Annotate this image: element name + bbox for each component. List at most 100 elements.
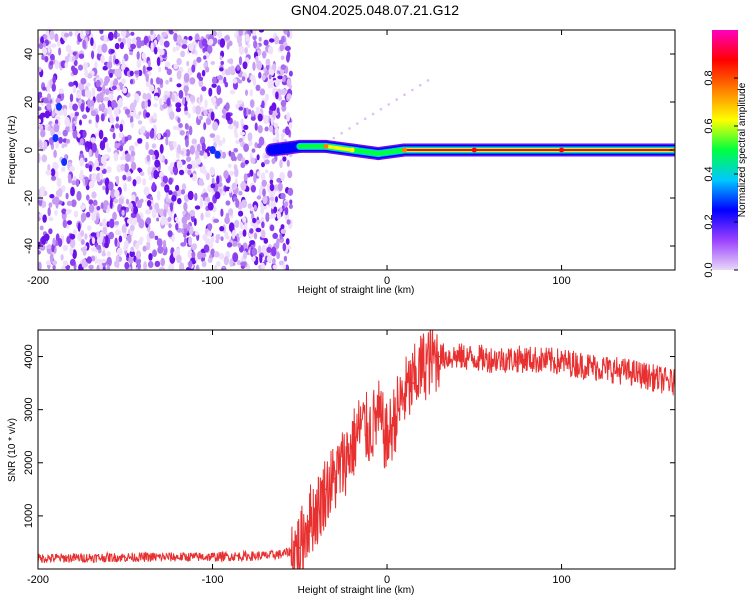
noise-speckle — [119, 84, 123, 91]
noise-speckle — [96, 205, 101, 211]
noise-speckle — [130, 224, 135, 232]
noise-speckle — [105, 234, 109, 245]
noise-speckle — [269, 224, 275, 232]
noise-speckle — [169, 111, 175, 120]
noise-speckle — [225, 112, 231, 121]
noise-speckle — [116, 68, 122, 78]
noise-speckle — [183, 222, 188, 229]
noise-speckle — [128, 202, 133, 210]
noise-speckle — [80, 204, 86, 210]
noise-speckle — [219, 67, 224, 72]
noise-speckle — [64, 61, 68, 69]
noise-speckle — [186, 60, 190, 67]
noise-speckle — [271, 102, 277, 111]
noise-speckle — [100, 202, 104, 210]
noise-speckle — [288, 122, 292, 130]
noise-speckle — [159, 152, 163, 162]
noise-speckle — [82, 246, 87, 256]
noise-speckle — [57, 187, 63, 198]
noise-speckle — [125, 198, 130, 205]
noise-speckle — [96, 258, 102, 264]
spectrogram-noise — [38, 30, 430, 270]
noise-speckle — [134, 70, 140, 75]
noise-speckle — [201, 86, 207, 92]
noise-speckle — [114, 189, 120, 198]
noise-speckle — [214, 191, 221, 200]
noise-speckle — [261, 230, 266, 238]
snr-data-point — [333, 477, 336, 480]
noise-speckle — [61, 265, 66, 270]
noise-speckle — [196, 56, 202, 63]
noise-speckle — [96, 93, 102, 103]
noise-speckle — [202, 233, 208, 241]
noise-speckle — [255, 227, 262, 233]
noise-speckle — [118, 197, 124, 205]
noise-speckle — [180, 150, 184, 155]
noise-speckle — [268, 74, 272, 80]
noise-speckle — [236, 260, 241, 266]
colorbar-tick-label: 0.2 — [703, 214, 715, 229]
noise-speckle — [50, 53, 55, 61]
noise-speckle — [140, 171, 145, 177]
noise-speckle — [232, 196, 238, 201]
noise-speckle — [88, 180, 95, 189]
noise-speckle — [109, 116, 115, 124]
noise-speckle — [285, 264, 290, 270]
signal-track-point — [323, 143, 329, 149]
noise-speckle — [94, 159, 99, 167]
noise-speckle — [265, 64, 270, 70]
noise-speckle — [124, 261, 130, 270]
noise-speckle — [82, 129, 87, 139]
noise-speckle — [163, 132, 168, 138]
noise-speckle — [169, 202, 174, 212]
noise-speckle — [136, 39, 142, 49]
noise-speckle — [241, 157, 246, 163]
noise-speckle — [263, 237, 269, 244]
noise-speckle — [103, 34, 108, 43]
noise-speckle — [145, 112, 150, 118]
noise-speckle — [133, 93, 139, 98]
noise-speckle — [176, 254, 182, 264]
noise-speckle — [99, 140, 106, 151]
noise-speckle — [262, 188, 266, 197]
noise-speckle — [132, 216, 138, 226]
noise-speckle — [108, 181, 114, 191]
noise-speckle — [256, 60, 262, 70]
noise-speckle — [172, 46, 176, 53]
noise-speckle — [181, 216, 188, 225]
noise-speckle — [147, 99, 152, 107]
noise-speckle — [129, 79, 134, 85]
noise-speckle — [104, 177, 110, 188]
noise-speckle — [273, 137, 277, 145]
noise-speckle — [289, 199, 293, 205]
noise-speckle — [43, 34, 48, 40]
noise-speckle — [204, 99, 208, 109]
snr-data-point — [421, 366, 423, 368]
noise-speckle — [88, 264, 94, 270]
noise-speckle — [238, 106, 244, 111]
noise-speckle — [118, 235, 123, 243]
noise-speckle — [121, 210, 125, 216]
signal-track-point — [471, 147, 477, 153]
noise-speckle — [262, 50, 267, 59]
noise-speckle — [69, 233, 76, 240]
noise-speckle — [102, 185, 106, 191]
noise-speckle — [195, 264, 200, 270]
noise-speckle — [162, 239, 167, 250]
noise-speckle — [79, 119, 82, 126]
noise-speckle — [205, 66, 210, 73]
x-tick-label: 0 — [384, 275, 390, 287]
noise-speckle — [229, 258, 234, 267]
noise-speckle — [84, 157, 88, 163]
noise-speckle — [50, 43, 57, 48]
noise-speckle — [252, 61, 256, 71]
noise-speckle — [125, 153, 131, 163]
noise-speckle — [142, 92, 147, 100]
noise-speckle — [41, 54, 45, 61]
noise-speckle — [121, 224, 127, 234]
noise-speckle — [211, 177, 215, 185]
noise-speckle — [264, 93, 269, 102]
noise-speckle — [100, 113, 105, 122]
noise-speckle — [218, 187, 223, 194]
noise-speckle — [116, 85, 120, 92]
